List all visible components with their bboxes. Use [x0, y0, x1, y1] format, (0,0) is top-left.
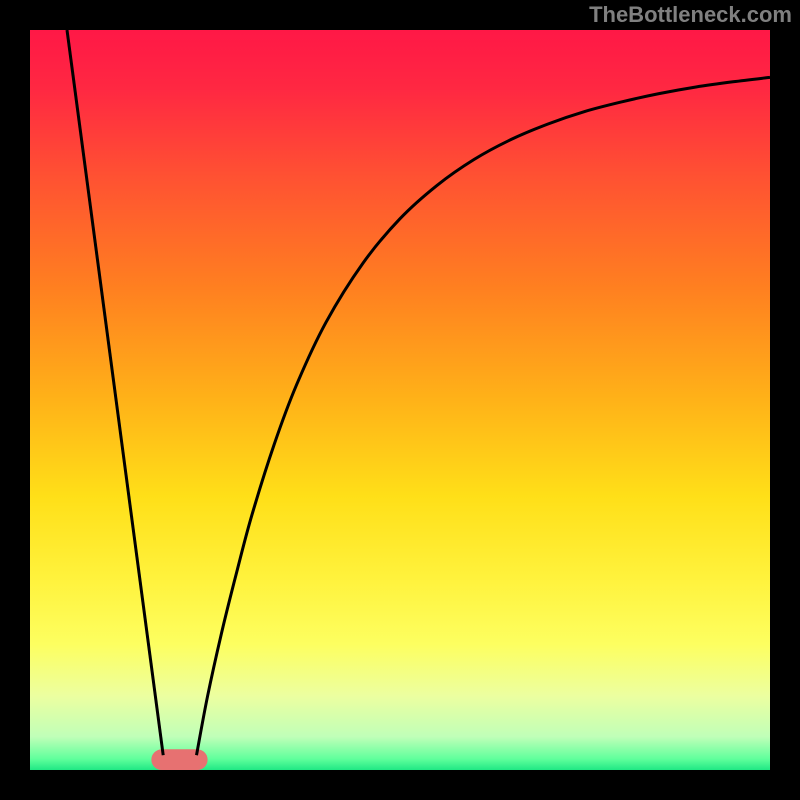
bottleneck-chart [0, 0, 800, 800]
watermark-text: TheBottleneck.com [589, 2, 792, 28]
chart-container: TheBottleneck.com [0, 0, 800, 800]
chart-background-gradient [30, 30, 770, 770]
bottleneck-marker [151, 749, 207, 770]
